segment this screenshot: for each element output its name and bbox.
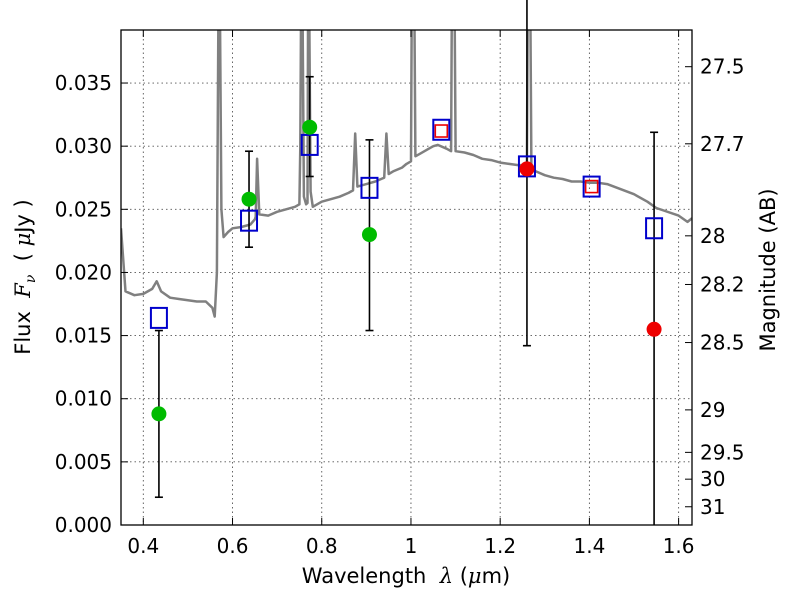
magnitude-tick-label: 28.2 xyxy=(700,272,745,296)
y-tick-label: 0.025 xyxy=(55,197,112,221)
model-box xyxy=(360,176,379,199)
y-tick-label: 0.035 xyxy=(55,71,112,95)
model-box xyxy=(645,217,664,240)
y-axis-ticks: 0.000 0.005 0.010 0.015 0.020 0.025 0.030 0.035 xyxy=(55,71,128,537)
y-tick-label: 0.000 xyxy=(55,513,112,537)
observed-point xyxy=(302,119,318,135)
x-tick-label: 1.4 xyxy=(573,534,605,558)
template-spectrum-line xyxy=(121,30,692,318)
y-tick-label: 0.010 xyxy=(55,387,112,411)
y-tick-label: 0.020 xyxy=(55,260,112,284)
magnitude-tick-label: 30 xyxy=(700,467,725,491)
x-tick-label: 0.4 xyxy=(127,534,159,558)
model-boxes xyxy=(149,118,664,329)
x-tick-label: 0.6 xyxy=(217,534,249,558)
observed-points xyxy=(151,119,662,422)
magnitude-tick-label: 28.5 xyxy=(700,331,745,355)
model-box xyxy=(240,209,259,232)
plot-frame-rect xyxy=(120,29,693,526)
magnitude-tick-label: 27.5 xyxy=(700,55,745,79)
x-axis-ticks: 0.4 0.6 0.8 1 1.2 1.4 1.6 xyxy=(127,30,695,558)
x-axis-label: Wavelength λ (μm) xyxy=(302,564,510,588)
observed-point xyxy=(519,161,535,177)
observed-point-square xyxy=(584,179,599,194)
magnitude-tick-label: 27.7 xyxy=(700,132,745,156)
x-tick-label: 1.2 xyxy=(484,534,516,558)
observed-point-square xyxy=(434,124,449,138)
model-box xyxy=(300,133,319,156)
magnitude-axis-ticks: 27.5 27.7 28 28.2 28.5 29 29.5 30 31 xyxy=(685,55,745,519)
magnitude-axis-label: Magnitude (AB) xyxy=(756,188,780,351)
magnitude-tick-label: 29 xyxy=(700,398,725,422)
y-tick-label: 0.030 xyxy=(55,134,112,158)
x-tick-label: 1 xyxy=(405,534,418,558)
observed-point xyxy=(241,191,257,207)
observed-point xyxy=(151,406,167,422)
x-tick-label: 0.8 xyxy=(306,534,338,558)
magnitude-tick-label: 31 xyxy=(700,495,725,519)
y-axis-label: Flux Fν ( μJy ) xyxy=(11,199,39,354)
model-box xyxy=(432,118,451,141)
error-bars xyxy=(154,0,659,525)
y-tick-label: 0.015 xyxy=(55,324,112,348)
magnitude-tick-label: 28 xyxy=(700,224,725,248)
model-box xyxy=(582,175,601,198)
observed-point xyxy=(361,227,377,243)
x-tick-label: 1.6 xyxy=(663,534,695,558)
template-spectrum-layer xyxy=(121,30,692,318)
model-box xyxy=(149,306,168,329)
y-tick-label: 0.005 xyxy=(55,450,112,474)
observed-point xyxy=(646,321,662,337)
plot-frame xyxy=(120,29,693,526)
grid-lines xyxy=(121,30,692,526)
magnitude-tick-label: 29.5 xyxy=(700,440,745,464)
